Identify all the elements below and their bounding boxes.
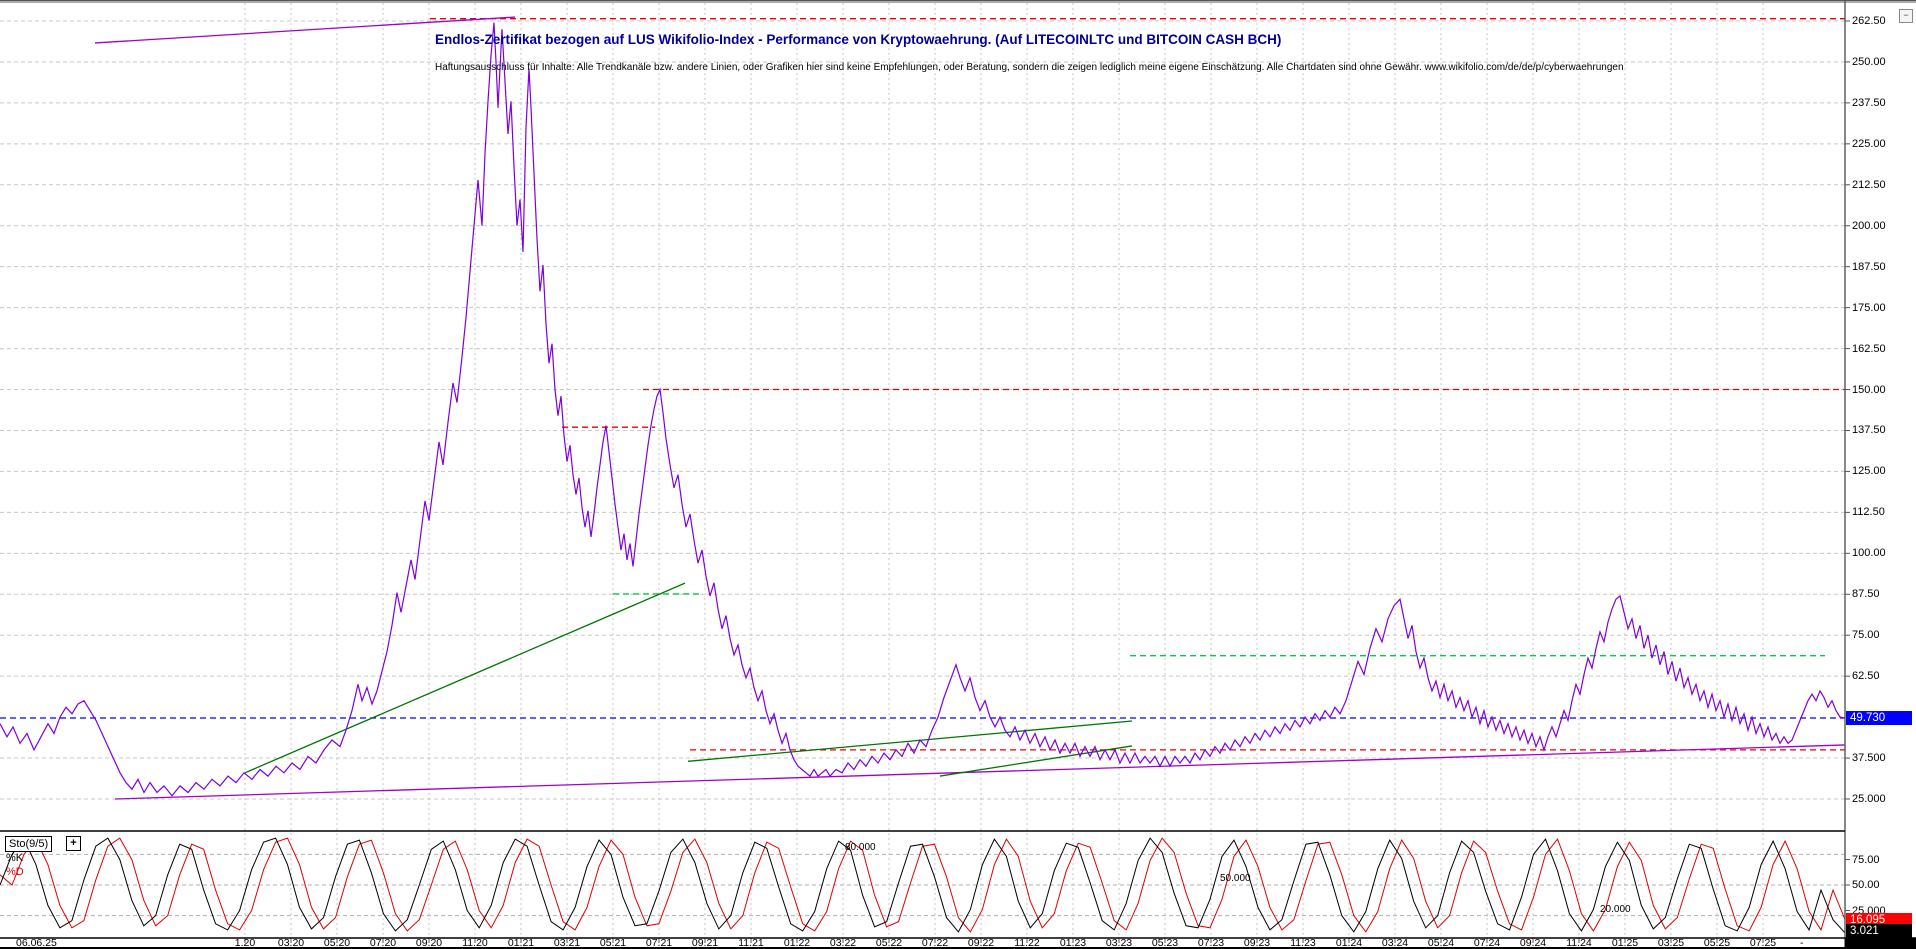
price-axis-label: 75.00 bbox=[1852, 629, 1880, 642]
date-axis-label: 01.23 bbox=[1059, 937, 1087, 949]
price-axis-label: 112.50 bbox=[1852, 506, 1885, 519]
price-axis-label: 37.500 bbox=[1852, 752, 1886, 765]
price-axis-label: 100.00 bbox=[1852, 547, 1886, 560]
chart-title: Endlos-Zertifikat bezogen auf LUS Wikifo… bbox=[435, 32, 1282, 47]
date-axis-label: 09.20 bbox=[415, 937, 443, 949]
date-axis-label: 09.23 bbox=[1243, 937, 1271, 949]
date-axis-label: 11.21 bbox=[738, 937, 764, 949]
stochastic-guide-label: 20.000 bbox=[1600, 903, 1631, 915]
date-axis-label: 01.22 bbox=[783, 937, 811, 949]
date-axis-label: 03.25 bbox=[1657, 937, 1685, 949]
date-axis-label: 09.22 bbox=[967, 937, 995, 949]
overlay-uptrend-2022-upper bbox=[687, 720, 1133, 762]
price-line bbox=[0, 22, 1846, 797]
stochastic-k-label: %K bbox=[6, 852, 24, 864]
date-axis-label: 09.24 bbox=[1519, 937, 1547, 949]
overlay-uptrend-2020 bbox=[244, 582, 686, 774]
date-axis-label: 07.20 bbox=[369, 937, 397, 949]
date-axis-label: 11.23 bbox=[1290, 937, 1316, 949]
price-axis-label: 137.50 bbox=[1852, 424, 1886, 437]
overlay-uptrend-2022-lower bbox=[939, 745, 1133, 777]
stochastic-d-label: %D bbox=[6, 866, 24, 878]
price-axis-label: 175.00 bbox=[1852, 301, 1886, 314]
date-axis-label: 1.20 bbox=[234, 937, 256, 949]
price-axis-label: 150.00 bbox=[1852, 383, 1886, 396]
disclaimer-text: Haftungsausschluss für Inhalte: Alle Tre… bbox=[435, 62, 1624, 73]
last-price-badge: 49.730 bbox=[1846, 710, 1912, 725]
date-axis-label: 07.23 bbox=[1197, 937, 1225, 949]
date-axis-label: 03.21 bbox=[553, 937, 581, 949]
axis-end-dash-label: - bbox=[1800, 937, 1804, 949]
date-axis-label: 11.22 bbox=[1014, 937, 1040, 949]
price-axis-label: 225.00 bbox=[1852, 137, 1886, 150]
date-axis-label: 01.21 bbox=[507, 937, 535, 949]
stochastic-indicator-label[interactable]: Sto(9/5) bbox=[5, 836, 53, 852]
date-axis-label: 09.21 bbox=[691, 937, 719, 949]
date-axis-label: 01.24 bbox=[1335, 937, 1363, 949]
stochastic-k-badge: 3.021 bbox=[1846, 924, 1912, 938]
price-axis-label: 25.000 bbox=[1852, 793, 1886, 805]
price-axis-label: 87.50 bbox=[1852, 588, 1880, 601]
stochastic-k-line bbox=[0, 837, 1846, 934]
date-axis-label: 07.24 bbox=[1473, 937, 1501, 949]
axis-corner-block bbox=[1845, 938, 1916, 949]
stochastic-axis-label: 75.00 bbox=[1852, 853, 1880, 866]
expand-indicator-button[interactable]: + bbox=[66, 836, 81, 851]
price-axis-label: 162.50 bbox=[1852, 342, 1886, 355]
collapse-icon[interactable]: − bbox=[1899, 9, 1913, 23]
date-axis-label: 03.24 bbox=[1381, 937, 1409, 949]
stochastic-axis-label: 50.00 bbox=[1852, 879, 1880, 891]
date-axis-label: 05.25 bbox=[1703, 937, 1731, 949]
price-axis-label: 125.00 bbox=[1852, 465, 1886, 478]
date-axis-label: 05.24 bbox=[1427, 937, 1455, 949]
price-axis-label: 62.50 bbox=[1852, 670, 1880, 683]
date-axis-label: 03.23 bbox=[1105, 937, 1133, 949]
date-axis-label: 07.21 bbox=[645, 937, 673, 949]
stochastic-d-badge: 16.095 bbox=[1846, 912, 1912, 927]
overlay-channel-top bbox=[94, 16, 516, 44]
date-axis-label: 07.22 bbox=[921, 937, 949, 949]
price-axis-label: 187.50 bbox=[1852, 260, 1886, 273]
price-axis-label: 262.50 bbox=[1852, 15, 1886, 27]
date-axis-label: 11.24 bbox=[1566, 937, 1592, 949]
stochastic-guide-label: 80.000 bbox=[845, 842, 876, 854]
price-axis-label: 250.00 bbox=[1852, 55, 1886, 68]
overlay-channel-bottom bbox=[114, 744, 1846, 800]
date-axis-label: 05.20 bbox=[323, 937, 351, 949]
date-axis-label: 07.25 bbox=[1749, 937, 1777, 949]
date-axis-label: 03.22 bbox=[829, 937, 857, 949]
stochastic-guide-label: 50.000 bbox=[1220, 873, 1251, 884]
date-axis-label: 05.23 bbox=[1151, 937, 1179, 949]
date-axis-label: 03.20 bbox=[277, 937, 305, 949]
price-axis-label: 212.50 bbox=[1852, 178, 1886, 191]
date-axis-label: 01.25 bbox=[1611, 937, 1639, 949]
price-axis-label: 200.00 bbox=[1852, 219, 1886, 232]
price-axis-label: 237.50 bbox=[1852, 96, 1886, 109]
date-axis-label: 11.20 bbox=[462, 937, 488, 949]
axis-start-date-label: 06.06.25 bbox=[16, 937, 57, 949]
stochastic-d-line bbox=[0, 837, 1846, 933]
date-axis-label: 05.22 bbox=[875, 937, 903, 949]
date-axis-label: 05.21 bbox=[599, 937, 627, 949]
